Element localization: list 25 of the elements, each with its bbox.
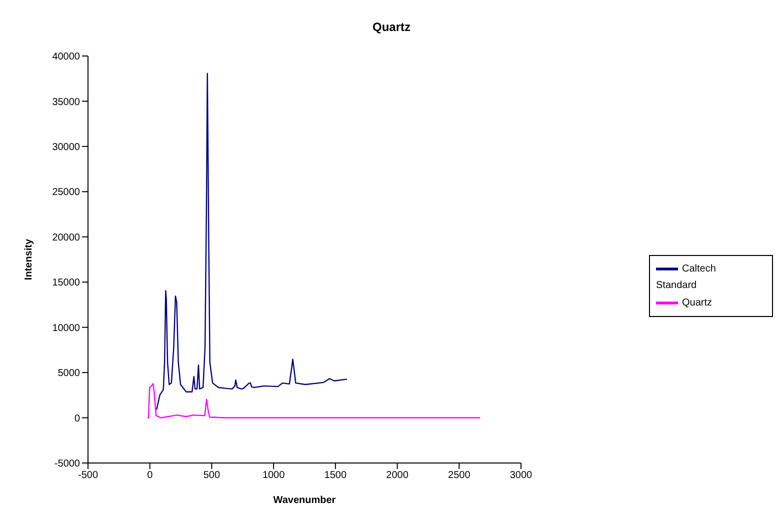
y-tick-label: 25000 — [52, 187, 80, 198]
x-tick-label: 0 — [147, 470, 154, 482]
y-tick-label: 5000 — [58, 368, 80, 380]
line-series — [146, 382, 481, 418]
legend-label: Caltech Standard — [656, 263, 716, 290]
line-series — [156, 72, 348, 410]
x-tick-label: -500 — [78, 470, 98, 482]
y-tick-label: 10000 — [52, 322, 80, 334]
chart-title: Quartz — [371, 19, 412, 36]
x-tick-label: 500 — [203, 470, 220, 482]
x-axis-title: Wavenumber — [273, 495, 336, 506]
y-tick-label: 40000 — [52, 52, 80, 63]
y-tick-label: 0 — [74, 413, 80, 424]
x-tick-label: 1000 — [262, 470, 286, 482]
x-tick-label: 1500 — [324, 470, 347, 482]
x-tick-label: 3000 — [510, 470, 533, 482]
y-tick-label: 35000 — [52, 96, 80, 108]
y-tick-label: 20000 — [52, 232, 80, 244]
y-tick-label: 15000 — [52, 278, 80, 289]
x-tick-label: 2000 — [386, 470, 409, 482]
y-axis-title: Intensity — [24, 238, 35, 280]
x-tick-label: 2500 — [448, 470, 471, 482]
legend-label: Quartz — [682, 297, 712, 308]
y-tick-label: 30000 — [52, 142, 80, 153]
y-tick-label: -5000 — [54, 458, 80, 470]
